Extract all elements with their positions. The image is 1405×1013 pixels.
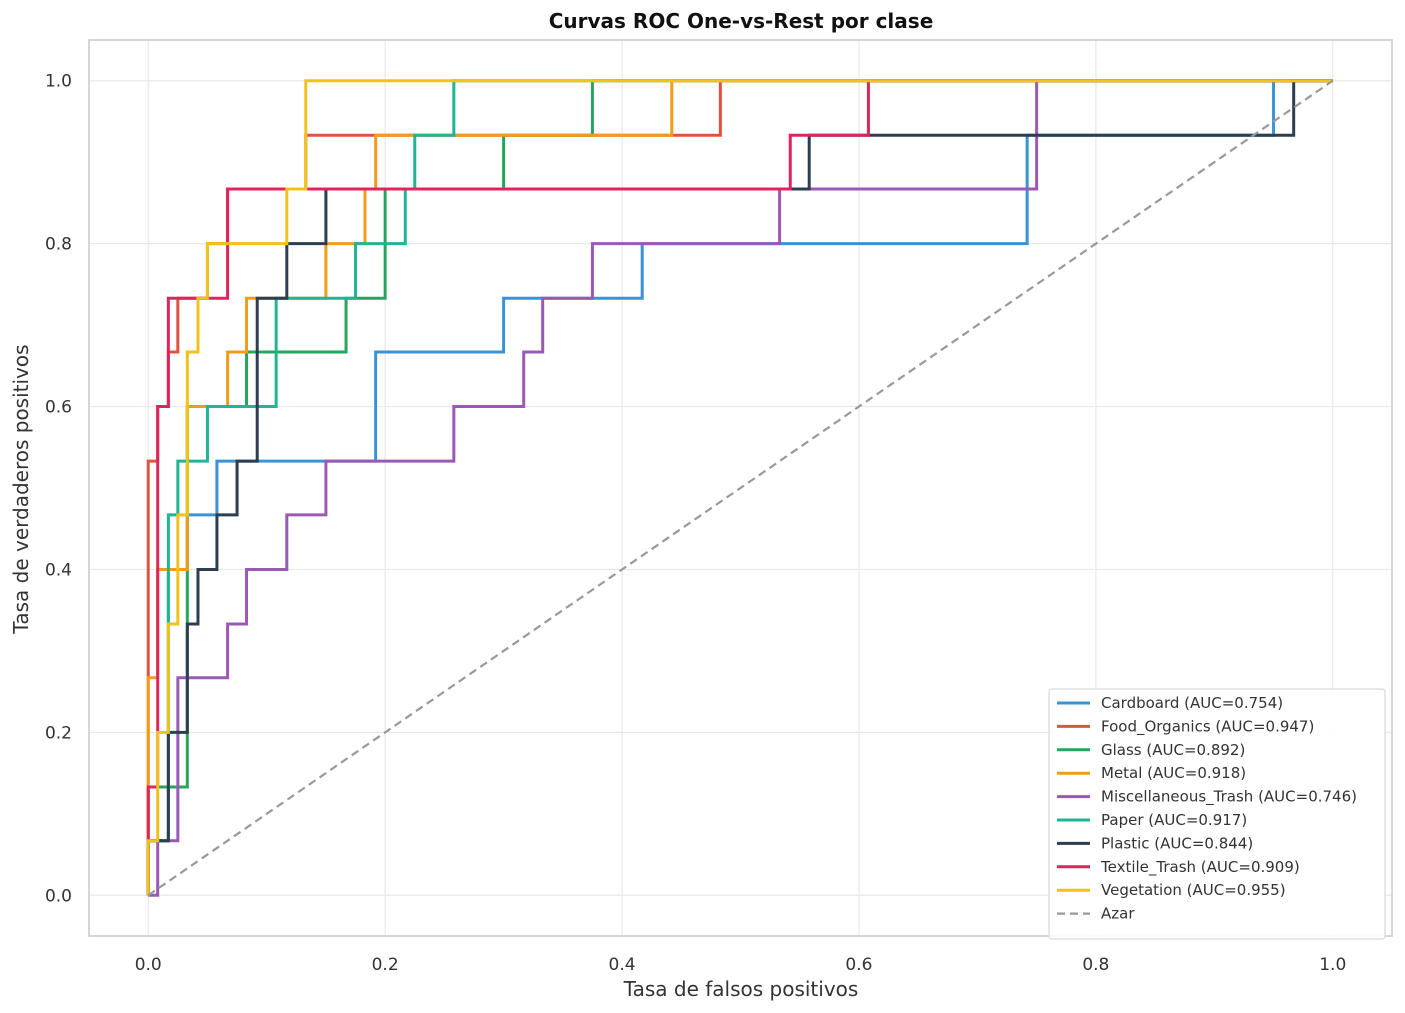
x-tick-label: 0.2 bbox=[372, 955, 399, 975]
legend-label-9: Azar bbox=[1101, 905, 1135, 923]
y-tick-label: 0.8 bbox=[45, 235, 72, 255]
legend-label-1: Food_Organics (AUC=0.947) bbox=[1101, 717, 1314, 736]
legend-label-6: Plastic (AUC=0.844) bbox=[1101, 834, 1253, 852]
y-tick-label: 1.0 bbox=[45, 72, 72, 92]
y-tick-labels: 0.0 0.2 0.4 0.6 0.8 1.0 bbox=[45, 72, 72, 907]
x-axis-label: Tasa de falsos positivos bbox=[623, 977, 859, 1001]
x-tick-label: 0.8 bbox=[1082, 955, 1109, 975]
legend: Cardboard (AUC=0.754) Food_Organics (AUC=… bbox=[1048, 688, 1386, 940]
x-tick-label: 0.0 bbox=[135, 955, 162, 975]
legend-box bbox=[1048, 688, 1386, 940]
legend-label-0: Cardboard (AUC=0.754) bbox=[1101, 694, 1283, 712]
plot-frame bbox=[88, 39, 1393, 937]
x-tick-label: 1.0 bbox=[1319, 955, 1346, 975]
series-line-9 bbox=[147, 79, 1334, 897]
y-tick-label: 0.6 bbox=[45, 398, 72, 418]
y-tick-label: 0.2 bbox=[45, 723, 72, 743]
legend-label-7: Textile_Trash (AUC=0.909) bbox=[1100, 858, 1300, 877]
y-tick-label: 0.4 bbox=[45, 560, 72, 580]
x-tick-label: 0.6 bbox=[845, 955, 872, 975]
legend-label-4: Miscellaneous_Trash (AUC=0.746) bbox=[1101, 788, 1357, 807]
series-lines bbox=[146, 79, 1334, 897]
x-tick-label: 0.4 bbox=[609, 955, 636, 975]
x-tick-labels: 0.0 0.2 0.4 0.6 0.8 1.0 bbox=[135, 955, 1347, 975]
chart-title: Curvas ROC One-vs-Rest por clase bbox=[549, 9, 934, 33]
legend-label-2: Glass (AUC=0.892) bbox=[1101, 741, 1245, 759]
series-line-8 bbox=[146, 79, 1333, 896]
legend-label-8: Vegetation (AUC=0.955) bbox=[1101, 881, 1286, 899]
legend-label-5: Paper (AUC=0.917) bbox=[1101, 811, 1247, 829]
legend-label-3: Metal (AUC=0.918) bbox=[1101, 764, 1246, 782]
series-line-6 bbox=[146, 79, 1333, 896]
y-axis-label: Tasa de verdaderos positivos bbox=[9, 344, 33, 634]
y-tick-label: 0.0 bbox=[45, 886, 72, 906]
